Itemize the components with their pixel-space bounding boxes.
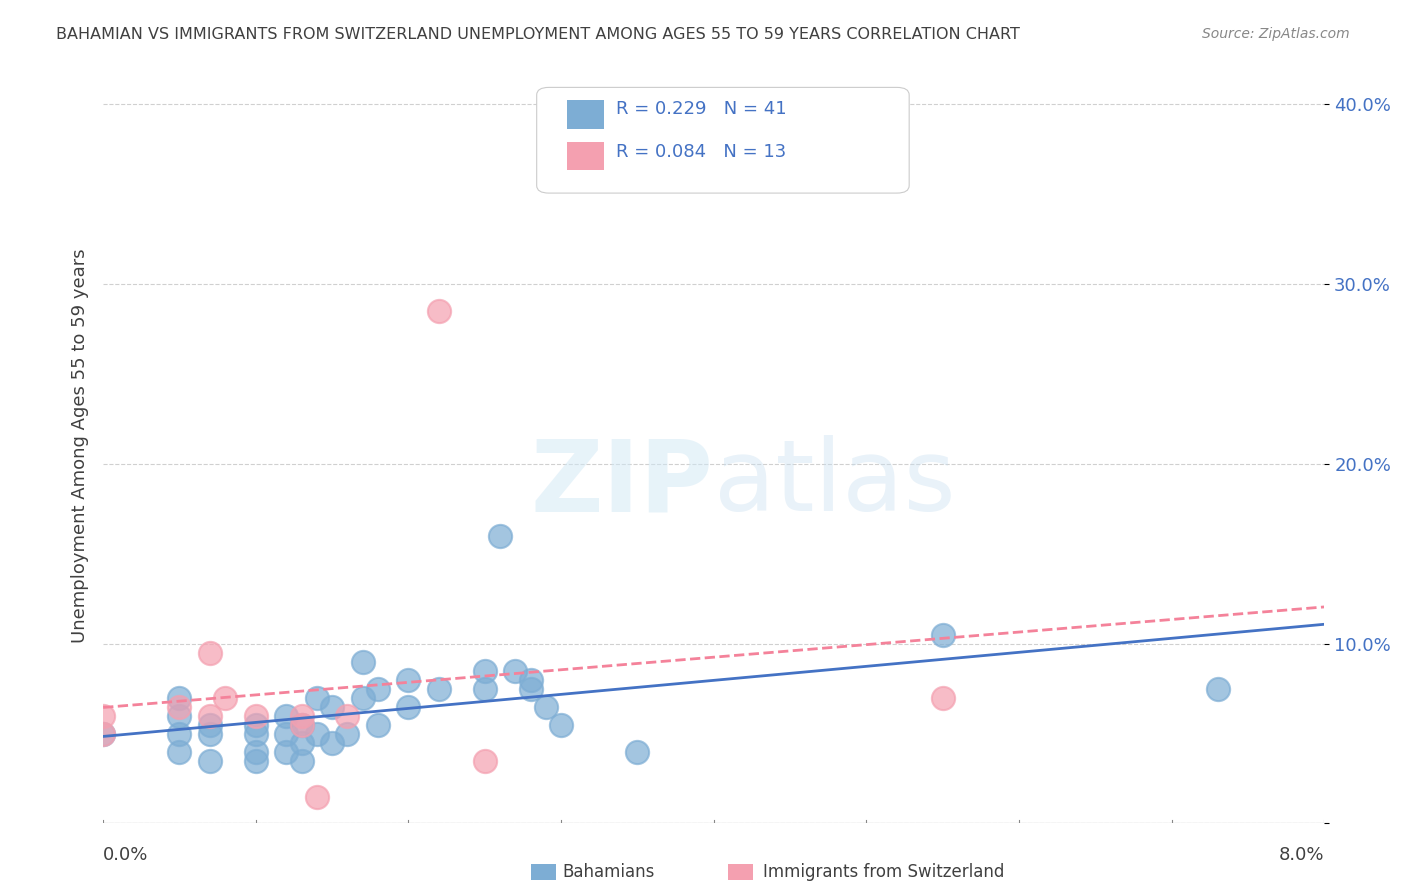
Point: [305, 690, 328, 705]
Point: [321, 699, 343, 714]
Y-axis label: Unemployment Among Ages 55 to 59 years: Unemployment Among Ages 55 to 59 years: [72, 249, 89, 643]
FancyBboxPatch shape: [567, 142, 603, 170]
Point: [245, 726, 267, 740]
Point: [352, 655, 374, 669]
Point: [352, 690, 374, 705]
Point: [169, 699, 191, 714]
Point: [367, 717, 389, 731]
Text: Bahamians: Bahamians: [562, 863, 654, 880]
Text: R = 0.084   N = 13: R = 0.084 N = 13: [616, 143, 786, 161]
Point: [91, 726, 114, 740]
Point: [198, 717, 221, 731]
Point: [1206, 681, 1229, 696]
Point: [276, 708, 298, 723]
Point: [290, 717, 312, 731]
Point: [427, 304, 450, 318]
Point: [505, 664, 527, 678]
Point: [321, 736, 343, 750]
Point: [245, 754, 267, 768]
Point: [169, 708, 191, 723]
Text: Source: ZipAtlas.com: Source: ZipAtlas.com: [1202, 27, 1350, 41]
Text: ZIP: ZIP: [531, 435, 714, 533]
Point: [290, 736, 312, 750]
Point: [276, 726, 298, 740]
Point: [398, 673, 420, 687]
Point: [489, 529, 512, 543]
Point: [474, 754, 496, 768]
Point: [245, 745, 267, 759]
Point: [427, 681, 450, 696]
Point: [550, 717, 572, 731]
Point: [169, 690, 191, 705]
Point: [290, 717, 312, 731]
Point: [336, 726, 359, 740]
Point: [169, 745, 191, 759]
Point: [305, 726, 328, 740]
Text: R = 0.229   N = 41: R = 0.229 N = 41: [616, 100, 787, 118]
Point: [305, 789, 328, 804]
Text: Immigrants from Switzerland: Immigrants from Switzerland: [763, 863, 1004, 880]
Text: atlas: atlas: [714, 435, 956, 533]
Point: [290, 754, 312, 768]
FancyBboxPatch shape: [567, 100, 603, 129]
Point: [474, 681, 496, 696]
FancyBboxPatch shape: [537, 87, 910, 193]
Point: [398, 699, 420, 714]
Point: [198, 708, 221, 723]
Text: 8.0%: 8.0%: [1279, 846, 1324, 863]
Point: [519, 673, 541, 687]
Point: [214, 690, 236, 705]
Point: [91, 726, 114, 740]
Point: [474, 664, 496, 678]
Point: [336, 708, 359, 723]
Point: [626, 745, 648, 759]
Point: [519, 681, 541, 696]
Point: [245, 708, 267, 723]
Point: [198, 726, 221, 740]
Point: [276, 745, 298, 759]
Point: [367, 681, 389, 696]
Text: BAHAMIAN VS IMMIGRANTS FROM SWITZERLAND UNEMPLOYMENT AMONG AGES 55 TO 59 YEARS C: BAHAMIAN VS IMMIGRANTS FROM SWITZERLAND …: [56, 27, 1021, 42]
Text: 0.0%: 0.0%: [103, 846, 149, 863]
Point: [245, 717, 267, 731]
Point: [932, 690, 955, 705]
Point: [169, 726, 191, 740]
Point: [198, 754, 221, 768]
Point: [932, 628, 955, 642]
Point: [198, 646, 221, 660]
Point: [290, 708, 312, 723]
Point: [91, 708, 114, 723]
Point: [534, 699, 557, 714]
